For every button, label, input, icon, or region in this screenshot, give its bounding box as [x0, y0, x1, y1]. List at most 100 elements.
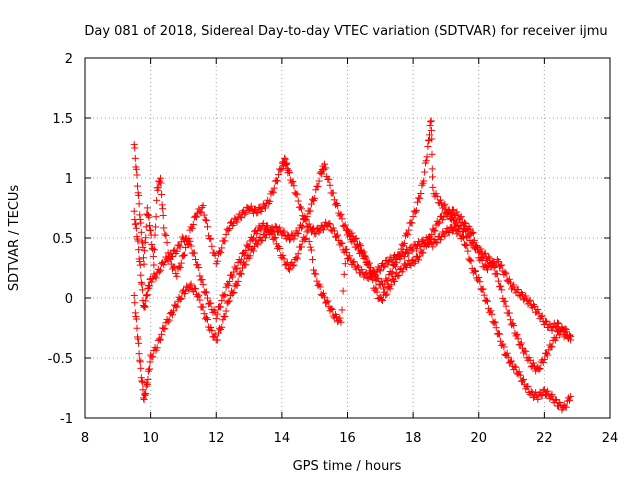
data-point — [190, 249, 198, 257]
data-point — [298, 243, 306, 251]
data-point — [281, 154, 289, 162]
data-point — [456, 214, 464, 222]
data-point — [135, 191, 143, 199]
data-point — [468, 228, 476, 236]
data-point — [164, 257, 172, 265]
data-point — [201, 289, 209, 297]
data-point — [150, 261, 158, 269]
data-point — [140, 395, 148, 403]
data-point — [152, 223, 160, 231]
data-point — [208, 327, 216, 335]
data-point — [406, 260, 414, 268]
data-point — [500, 343, 508, 351]
data-point — [152, 213, 160, 221]
data-point — [348, 229, 356, 237]
data-point — [525, 297, 533, 305]
data-point — [257, 237, 265, 245]
data-point — [363, 258, 371, 266]
data-point — [326, 220, 334, 228]
data-point — [142, 223, 150, 231]
data-point — [319, 226, 327, 234]
data-point — [136, 358, 144, 366]
data-point — [221, 237, 229, 245]
data-point — [424, 143, 432, 151]
data-point — [485, 253, 493, 261]
data-point — [155, 268, 163, 276]
data-point — [134, 335, 142, 343]
data-point — [537, 313, 545, 321]
data-point — [461, 219, 469, 227]
data-point — [441, 200, 449, 208]
data-point — [212, 315, 220, 323]
data-point — [138, 377, 146, 385]
data-point — [510, 322, 518, 330]
data-point — [157, 179, 165, 187]
data-point — [173, 247, 181, 255]
data-point — [453, 208, 461, 216]
data-point — [544, 387, 552, 395]
data-point — [327, 305, 335, 313]
data-point — [387, 281, 395, 289]
data-point — [158, 330, 166, 338]
data-point — [261, 234, 269, 242]
data-point — [321, 293, 329, 301]
data-point — [427, 118, 435, 126]
data-point — [395, 271, 403, 279]
data-point — [531, 302, 539, 310]
data-point — [477, 254, 485, 262]
data-point — [304, 226, 312, 234]
data-point — [329, 224, 337, 232]
data-point — [318, 170, 326, 178]
data-point — [309, 256, 316, 264]
data-point — [488, 263, 496, 271]
data-point — [207, 299, 215, 307]
data-point — [494, 258, 502, 266]
data-point — [566, 331, 574, 339]
chart-title: Day 081 of 2018, Sidereal Day-to-day VTE… — [84, 24, 607, 39]
data-point — [220, 292, 228, 300]
data-point — [293, 190, 301, 198]
data-point — [137, 374, 145, 382]
data-point — [479, 285, 487, 293]
data-point — [434, 220, 442, 228]
data-point — [153, 344, 161, 352]
data-point — [280, 227, 288, 235]
data-point — [517, 339, 525, 347]
data-point — [145, 213, 153, 221]
data-point — [204, 316, 211, 324]
data-point — [490, 319, 498, 327]
data-point — [302, 217, 310, 225]
data-point — [325, 175, 333, 183]
y-axis-label: SDTVAR / TECUs — [7, 185, 22, 292]
data-point — [471, 268, 479, 276]
data-point — [319, 289, 327, 297]
data-point — [131, 154, 139, 162]
data-point — [416, 241, 424, 249]
y-axis-ticks: 2 1.5 1 0.5 0 -0.5 -1 — [48, 52, 610, 427]
data-point — [307, 246, 315, 254]
data-point — [237, 214, 245, 222]
data-point — [487, 307, 495, 315]
data-point — [488, 310, 496, 318]
data-point — [148, 278, 156, 286]
data-point — [138, 280, 146, 288]
data-point — [450, 206, 458, 214]
data-point — [338, 215, 346, 223]
data-point — [176, 295, 184, 303]
data-point — [344, 226, 351, 234]
data-point — [169, 311, 176, 319]
data-point — [322, 218, 330, 226]
data-point — [177, 259, 185, 267]
data-point — [199, 281, 207, 289]
data-point — [310, 266, 318, 274]
data-point — [302, 234, 310, 242]
data-point — [506, 358, 514, 366]
data-point — [283, 259, 291, 267]
data-point — [131, 144, 139, 152]
data-point — [502, 270, 510, 278]
data-point — [137, 219, 145, 227]
data-point — [160, 224, 168, 232]
data-point — [254, 241, 262, 249]
data-point — [195, 291, 203, 299]
